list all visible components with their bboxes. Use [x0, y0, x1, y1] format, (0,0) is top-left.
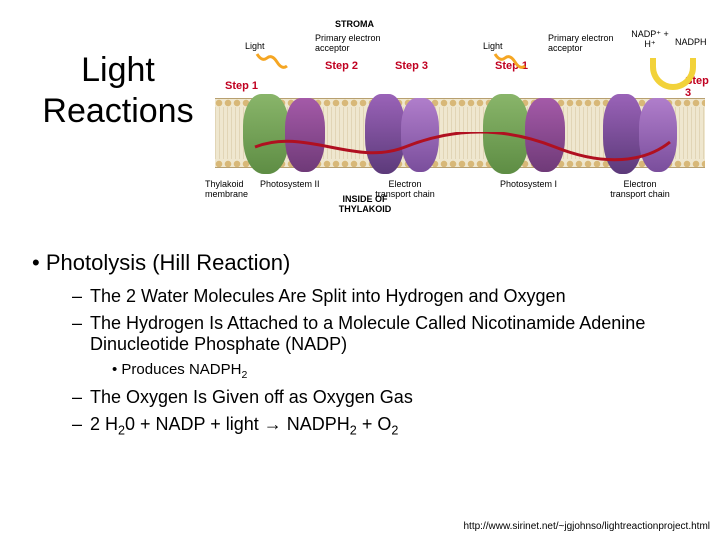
label-photosystem-ii: Photosystem II — [260, 180, 320, 190]
label-step-3: Step 3 — [395, 60, 428, 72]
eq-pre: 2 H — [90, 414, 118, 434]
label-photosystem-i: Photosystem I — [500, 180, 557, 190]
sub-bullet-2: –The Hydrogen Is Attached to a Molecule … — [72, 313, 700, 355]
sub-bullet-equation: – 2 H20 + NADP + light → NADPH2 + O2 — [72, 414, 700, 438]
label-pea-2: Primary electron acceptor — [548, 34, 618, 54]
eq-mid1: 0 + NADP + light — [125, 414, 264, 434]
eq-h2o-sub: 2 — [118, 424, 125, 438]
arrow-icon: → — [264, 414, 282, 434]
eq-o2-sub: 2 — [391, 424, 398, 438]
electron-flow-line — [245, 132, 675, 162]
eq-mid2: NADPH — [282, 414, 350, 434]
label-nadp-plus: NADP⁺ + H⁺ — [630, 30, 670, 50]
light-reactions-diagram: STROMA Light Primary electron acceptor L… — [215, 20, 705, 225]
light-ray-icon — [493, 52, 533, 76]
label-light-1: Light — [245, 42, 265, 52]
label-nadph: NADPH — [675, 38, 707, 48]
equation-text: 2 H20 + NADP + light → NADPH2 + O2 — [90, 414, 700, 438]
light-ray-icon — [255, 52, 295, 76]
slide-title: Light Reactions — [28, 50, 208, 132]
label-step-1: Step 1 — [225, 80, 258, 92]
label-pea-1: Primary electron acceptor — [315, 34, 385, 54]
eq-post: + O — [357, 414, 392, 434]
slide-body: Photolysis (Hill Reaction) –The 2 Water … — [32, 250, 700, 444]
bullet-photolysis: Photolysis (Hill Reaction) — [32, 250, 700, 276]
produces-text: Produces NADPH — [121, 361, 241, 378]
sub-bullet-1: –The 2 Water Molecules Are Split into Hy… — [72, 286, 700, 307]
sub-bullet-1-text: The 2 Water Molecules Are Split into Hyd… — [90, 286, 700, 307]
produces-subscript: 2 — [241, 369, 247, 381]
label-etc-1: Electron transport chain — [375, 180, 435, 200]
source-url: http://www.sirinet.net/~jgjohnso/lightre… — [463, 521, 710, 532]
label-step-2: Step 2 — [325, 60, 358, 72]
sub-sub-bullet-produces: Produces NADPH2 — [112, 361, 700, 381]
eq-nadph-sub: 2 — [350, 424, 357, 438]
label-light-2: Light — [483, 42, 503, 52]
sub-bullet-3: –The Oxygen Is Given off as Oxygen Gas — [72, 387, 700, 408]
label-thylakoid-membrane: Thylakoid membrane — [205, 180, 260, 200]
label-stroma: STROMA — [335, 20, 374, 30]
sub-bullet-2-text: The Hydrogen Is Attached to a Molecule C… — [90, 313, 700, 355]
sub-bullet-3-text: The Oxygen Is Given off as Oxygen Gas — [90, 387, 700, 408]
label-etc-2: Electron transport chain — [610, 180, 670, 200]
